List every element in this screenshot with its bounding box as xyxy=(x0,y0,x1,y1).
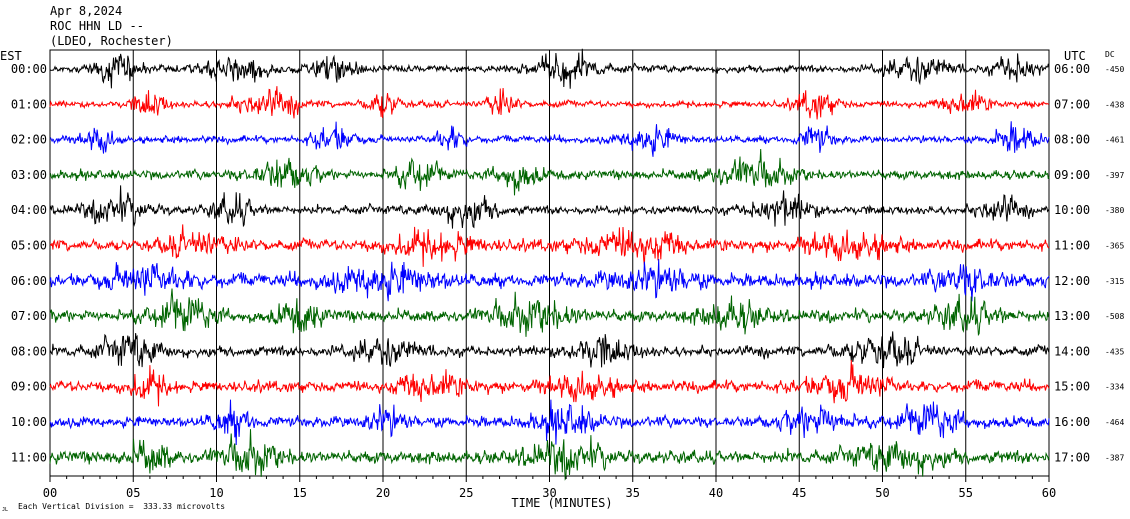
est-hour-label: 07:00 xyxy=(11,309,47,323)
seismic-trace xyxy=(49,258,1050,302)
utc-hour-label: 14:00 xyxy=(1054,344,1090,358)
row-labels: 00:00 06:00 -450 01:00 07:00 -438 02:00 08:00 -4… xyxy=(11,62,1125,464)
x-tick-label: 20 xyxy=(376,486,390,500)
est-hour-label: 00:00 xyxy=(11,62,47,76)
utc-hour-label: 11:00 xyxy=(1054,239,1090,253)
dc-offset-label: -464 xyxy=(1105,418,1124,427)
seismic-trace xyxy=(49,185,1050,229)
seismic-trace xyxy=(49,148,1050,196)
dc-offset-label: -380 xyxy=(1105,206,1124,215)
utc-hour-label: 15:00 xyxy=(1054,380,1090,394)
right-zone-label: UTC xyxy=(1064,49,1086,63)
dc-offset-label: -450 xyxy=(1105,65,1124,74)
seismic-trace xyxy=(49,86,1050,120)
utc-hour-label: 16:00 xyxy=(1054,415,1090,429)
date-label: Apr 8,2024 xyxy=(50,4,123,18)
x-tick-label: 00 xyxy=(43,486,57,500)
dc-offset-label: -435 xyxy=(1105,347,1124,356)
seismic-trace xyxy=(49,224,1050,267)
dc-offset-label: -508 xyxy=(1105,312,1124,321)
dc-header: DC xyxy=(1105,50,1115,59)
x-tick-label: 40 xyxy=(709,486,723,500)
x-tick-label: 15 xyxy=(293,486,307,500)
est-hour-label: 09:00 xyxy=(11,380,47,394)
est-hour-label: 06:00 xyxy=(11,274,47,288)
seismic-trace xyxy=(49,399,1050,446)
x-tick-label: 45 xyxy=(792,486,806,500)
x-tick-label: 35 xyxy=(626,486,640,500)
utc-hour-label: 17:00 xyxy=(1054,450,1090,464)
seismic-trace xyxy=(49,121,1050,157)
est-hour-label: 03:00 xyxy=(11,168,47,182)
utc-hour-label: 08:00 xyxy=(1054,133,1090,147)
seismic-trace xyxy=(49,429,1050,481)
utc-hour-label: 07:00 xyxy=(1054,97,1090,111)
dc-offset-label: -334 xyxy=(1105,383,1124,392)
seismic-trace xyxy=(49,331,1050,369)
est-hour-label: 11:00 xyxy=(11,450,47,464)
utc-hour-label: 09:00 xyxy=(1054,168,1090,182)
dc-offset-label: -461 xyxy=(1105,136,1124,145)
dc-offset-label: -365 xyxy=(1105,242,1124,251)
dc-offset-label: -438 xyxy=(1105,100,1124,109)
dc-offset-label: -387 xyxy=(1105,453,1124,462)
x-tick-label: 55 xyxy=(959,486,973,500)
x-tick-label: 05 xyxy=(126,486,140,500)
dc-offset-label: -397 xyxy=(1105,171,1124,180)
utc-hour-label: 13:00 xyxy=(1054,309,1090,323)
est-hour-label: 05:00 xyxy=(11,239,47,253)
grid xyxy=(132,50,967,476)
x-tick-label: 30 xyxy=(542,486,556,500)
corner-mark: JL xyxy=(2,507,8,513)
traces xyxy=(49,48,1050,481)
x-axis: 00 05 10 15 20 25 30 35 40 45 50 55 60 xyxy=(43,476,1056,500)
network-label: (LDEO, Rochester) xyxy=(50,34,173,48)
est-hour-label: 02:00 xyxy=(11,133,47,147)
seismic-trace xyxy=(49,48,1050,89)
x-tick-label: 10 xyxy=(209,486,223,500)
scale-note: Each Vertical Division = 333.33 microvol… xyxy=(18,502,225,511)
seismic-trace xyxy=(49,359,1050,407)
x-tick-label: 60 xyxy=(1042,486,1056,500)
seismic-trace xyxy=(49,288,1050,337)
est-hour-label: 08:00 xyxy=(11,344,47,358)
station-label: ROC HHN LD -- xyxy=(50,19,144,33)
x-axis-title: TIME (MINUTES) xyxy=(511,496,612,510)
x-tick-label: 25 xyxy=(459,486,473,500)
est-hour-label: 01:00 xyxy=(11,97,47,111)
x-tick-label: 50 xyxy=(875,486,889,500)
est-hour-label: 10:00 xyxy=(11,415,47,429)
utc-hour-label: 10:00 xyxy=(1054,203,1090,217)
utc-hour-label: 12:00 xyxy=(1054,274,1090,288)
dc-offset-label: -315 xyxy=(1105,277,1124,286)
left-zone-label: EST xyxy=(0,49,22,63)
utc-hour-label: 06:00 xyxy=(1054,62,1090,76)
est-hour-label: 04:00 xyxy=(11,203,47,217)
